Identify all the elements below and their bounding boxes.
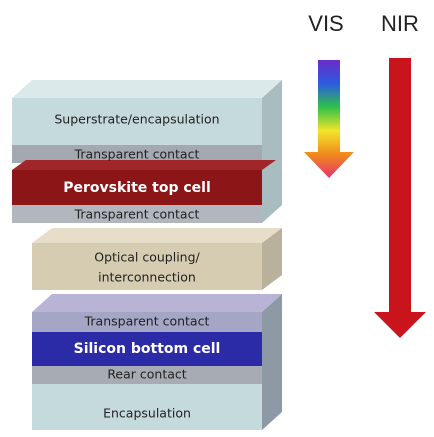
layer-label: Rear contact [107, 367, 186, 382]
layer-label: Perovskite top cell [63, 180, 211, 196]
layer-label: Silicon bottom cell [74, 341, 221, 357]
side-face [262, 228, 282, 290]
superstrate [12, 98, 262, 145]
layer-label: Transparent contact [74, 147, 200, 162]
coupling-layer [32, 243, 262, 290]
encapsulation [32, 384, 262, 430]
perovskite-top [12, 160, 276, 170]
layer-label: Transparent contact [74, 207, 200, 222]
coupling: Optical coupling/ interconnection [32, 228, 282, 290]
layer-label: Superstrate/encapsulation [54, 112, 219, 127]
nir-label: NIR [381, 11, 419, 36]
side-face [262, 80, 282, 223]
top-face [12, 80, 282, 98]
side-face [262, 294, 282, 430]
transparent-contact [32, 312, 262, 332]
transparent-contact [12, 145, 262, 163]
bottom-stack: Transparent contact Silicon bottom cell … [32, 294, 282, 430]
layer-label: Transparent contact [84, 314, 210, 329]
rear-contact [32, 366, 262, 384]
top-face [32, 228, 282, 243]
layer-label: Optical coupling/ [94, 250, 200, 265]
nir-arrow [374, 58, 426, 338]
silicon [32, 332, 262, 366]
vis-label: VIS [308, 11, 343, 36]
layer-label: Encapsulation [103, 406, 191, 421]
top-face [32, 294, 282, 312]
top-stack: Superstrate/encapsulation Transparent co… [12, 80, 282, 223]
layer-label: interconnection [98, 270, 196, 285]
vis-arrow [304, 60, 354, 178]
perovskite [12, 170, 262, 205]
transparent-contact [12, 205, 262, 223]
